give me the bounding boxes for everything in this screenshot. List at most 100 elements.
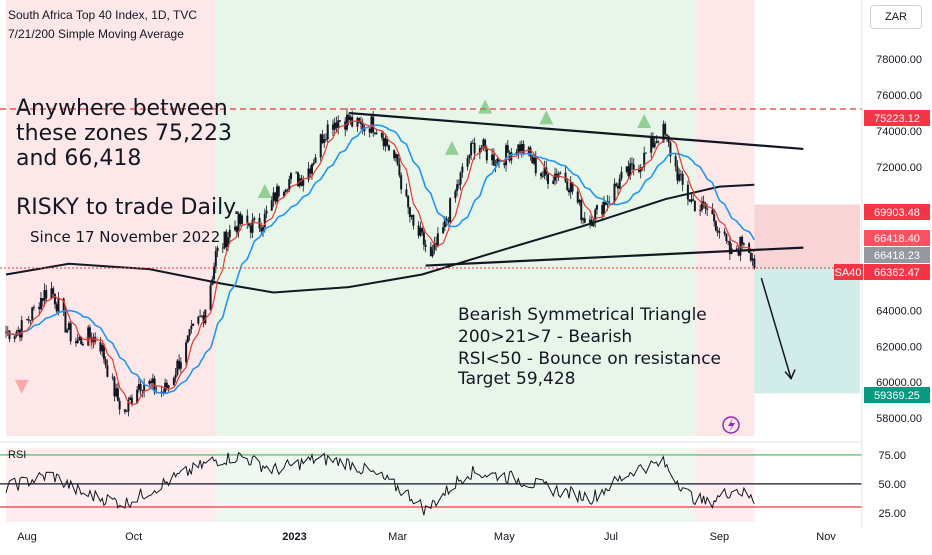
candle-body-107 [265, 210, 268, 214]
candle-body-18 [50, 288, 53, 299]
buy-signal-marker-4 [444, 140, 459, 155]
candle-body-116 [288, 179, 291, 190]
time-tick-1: Oct [125, 531, 142, 543]
candle-body-9 [27, 319, 30, 321]
candle-body-84 [211, 279, 214, 286]
candle-body-283 [699, 209, 702, 211]
candle-body-239 [590, 219, 593, 227]
candle-body-36 [92, 336, 95, 343]
candle-body-100 [249, 225, 252, 233]
candle-body-190 [470, 142, 473, 156]
candle-body-175 [433, 243, 436, 250]
rsi-pane-label: RSI [8, 449, 26, 461]
candle-body-288 [711, 209, 714, 215]
candle-body-114 [284, 189, 287, 193]
candle-body-227 [559, 172, 562, 174]
candle-body-105 [262, 226, 265, 232]
candle-body-98 [246, 215, 249, 223]
rsi-tick-1: 50.00 [878, 479, 906, 491]
pattern-note-4: Target 59,428 [458, 369, 576, 389]
candle-body-118 [295, 172, 298, 174]
indicator-legend: 7/21/200 Simple Moving Average [8, 27, 184, 41]
target-arrow-line [760, 277, 792, 379]
candle-body-195 [482, 139, 485, 148]
candle-body-209 [517, 144, 520, 154]
sell-signal-marker-1 [84, 336, 99, 351]
price-tag-bg-0 [864, 110, 930, 126]
candle-body-208 [515, 152, 518, 154]
candle-body-217 [534, 157, 537, 174]
candle-body-58 [148, 381, 151, 384]
candle-body-82 [204, 309, 207, 324]
candle-body-168 [417, 225, 420, 236]
time-tick-2: 2023 [282, 531, 306, 543]
candle-body-201 [496, 158, 499, 166]
triangle-upper-line [348, 111, 804, 151]
candle-body-224 [554, 173, 557, 181]
pattern-note-1: Bearish Symmetrical Triangle [458, 305, 707, 325]
candle-body-7 [20, 320, 23, 338]
price-tag-bg-1 [864, 204, 930, 220]
candle-body-10 [29, 320, 32, 322]
time-tick-7: Nov [816, 531, 836, 543]
candle-body-277 [681, 173, 684, 185]
candle-body-189 [468, 155, 471, 159]
candle-body-306 [753, 258, 756, 269]
candle-body-45 [115, 388, 118, 397]
candle-body-86 [214, 251, 217, 267]
candle-body-89 [223, 231, 226, 249]
candle-body-258 [637, 169, 640, 172]
candle-body-204 [505, 145, 508, 166]
candle-body-296 [728, 241, 731, 254]
candle-body-143 [356, 118, 359, 127]
candle-body-94 [235, 226, 238, 233]
candle-body-106 [263, 213, 266, 227]
price-tag-bg-2 [864, 230, 930, 246]
candle-body-137 [338, 120, 341, 122]
candle-body-285 [702, 201, 705, 204]
candle-body-210 [519, 144, 522, 154]
price-tag-3: 66418.23 [874, 250, 920, 262]
candle-body-276 [679, 173, 682, 175]
candle-body-146 [361, 124, 364, 131]
candle-body-87 [216, 247, 219, 252]
candle-body-93 [234, 226, 237, 230]
candle-body-266 [655, 141, 658, 144]
candle-body-102 [253, 217, 256, 220]
candle-body-177 [436, 233, 439, 247]
annotation-line-5: RISKY to trade Daily. [16, 195, 241, 220]
candle-body-289 [713, 214, 716, 222]
candle-body-300 [739, 236, 742, 256]
candle-body-165 [408, 207, 411, 217]
candle-body-130 [323, 139, 326, 143]
candle-body-26 [67, 323, 70, 330]
currency-selector[interactable]: ZAR [870, 5, 922, 29]
candle-body-243 [601, 205, 604, 215]
candle-body-284 [700, 201, 703, 210]
candle-body-126 [312, 162, 315, 165]
candle-body-51 [129, 397, 132, 401]
regime-zone-2 [694, 0, 755, 436]
buy-signal-marker-1 [478, 99, 493, 114]
candle-body-27 [69, 323, 72, 342]
annotation-since: Since 17 November 2022 [30, 228, 221, 246]
candle-body-301 [741, 236, 744, 245]
annotation-line-1: Anywhere between [16, 96, 228, 121]
candle-body-263 [650, 136, 653, 153]
pattern-note-2: 200>21>7 - Bearish [458, 327, 633, 347]
lightning-icon-circle [722, 416, 740, 434]
candle-body-219 [541, 176, 544, 177]
candle-body-44 [113, 377, 116, 397]
annotation-line-3: and 66,418 [16, 146, 142, 171]
candle-body-294 [725, 233, 728, 241]
buy-signal-marker-2 [539, 110, 554, 125]
candle-body-70 [176, 360, 179, 375]
candle-body-292 [718, 231, 721, 233]
candle-body-109 [272, 192, 275, 201]
candle-body-169 [419, 228, 422, 236]
candle-body-112 [277, 186, 280, 197]
price-tag-5: 59369.25 [874, 390, 920, 402]
candle-body-46 [116, 388, 119, 401]
price-tick-6: 72000.00 [876, 162, 922, 174]
